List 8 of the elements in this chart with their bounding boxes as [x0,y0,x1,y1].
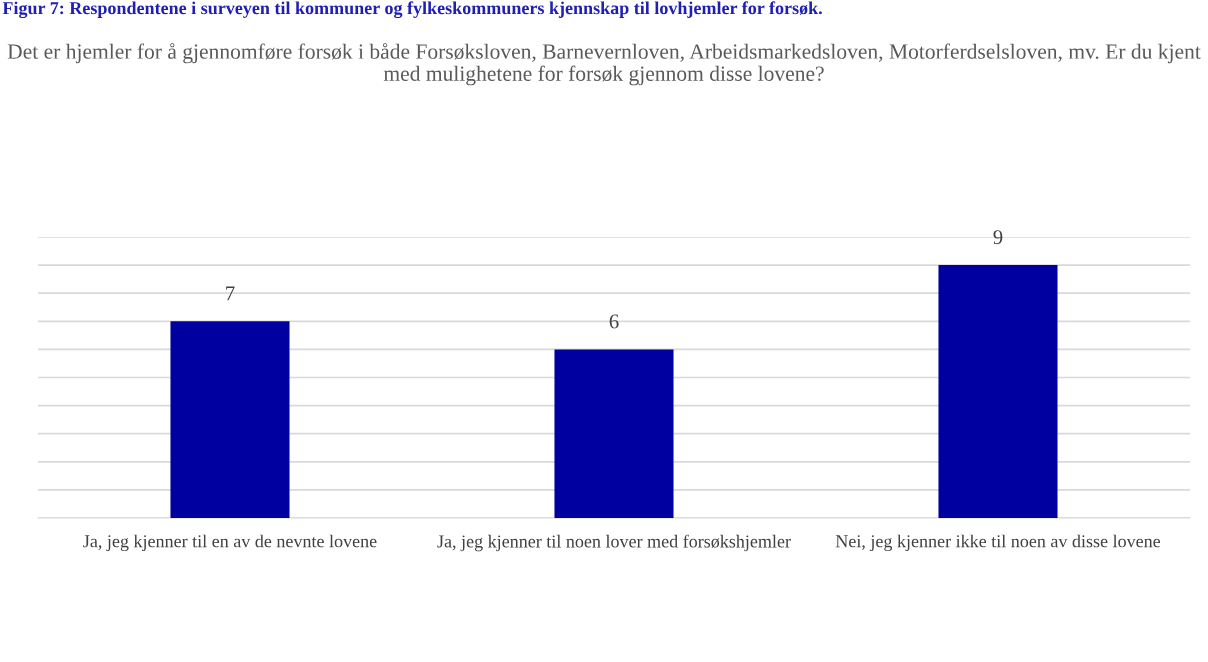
x-tick-label: Ja, jeg kjenner til en av de nevnte lovene [83,534,377,552]
chart-subtitle: Det er hjemler for å gjennomføre forsøk i både Forsøksloven, Barnevernloven, Arbeidsmarkedsloven, Motorferdselsloven, mv. Er du kjent med mulighetene for forsøk gjennom disse lovene? [7,43,1201,86]
data-label: 6 [609,314,619,329]
x-tick-label: Nei, jeg kjenner ikke til noen av disse lovene [835,534,1161,552]
chart-title: Figur 7: Respondentene i surveyen til kommuner og fylkeskommuners kjennskap til lovhjemler for forsøk. [2,1,822,19]
data-label: 9 [993,230,1003,245]
data-label: 7 [226,286,235,301]
x-tick-label: Ja, jeg kjenner til noen lover med forsøkshjemler [437,534,791,552]
